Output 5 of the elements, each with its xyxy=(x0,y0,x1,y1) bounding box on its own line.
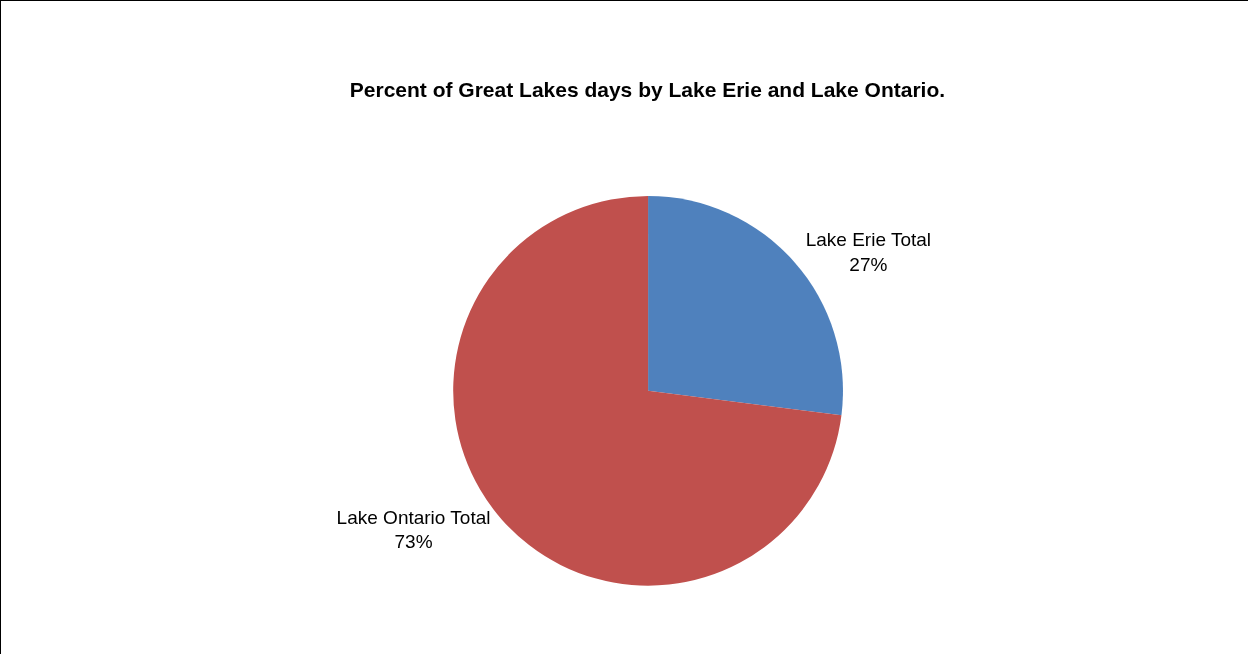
data-label: 73% xyxy=(394,531,433,553)
slice-label: Lake Ontario Total xyxy=(336,506,491,528)
data-label: 27% xyxy=(849,253,888,275)
chart-title: Percent of Great Lakes days by Lake Erie and Lake Ontario. xyxy=(349,77,946,101)
slice-label: Lake Erie Total xyxy=(805,229,932,251)
